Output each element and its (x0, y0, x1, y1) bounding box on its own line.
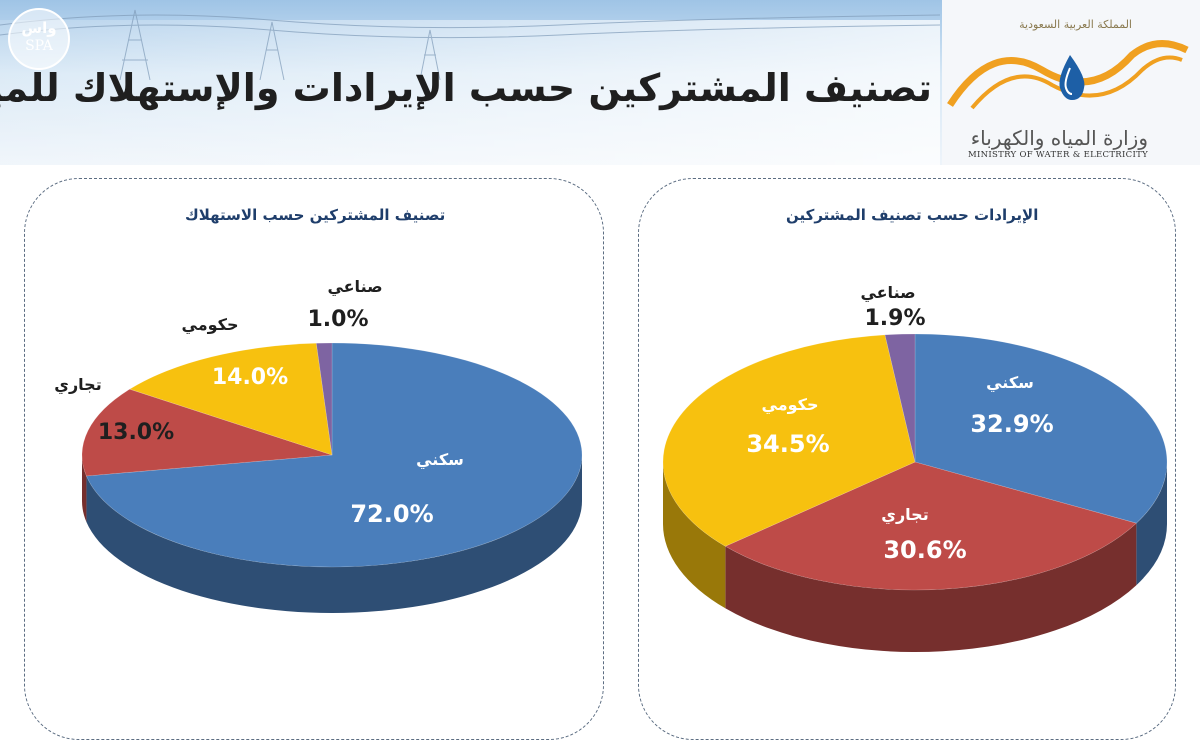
slice-value-residential: 72.0% (350, 500, 433, 528)
pie-chart-consumption: سكني 72.0% تجاري 13.0% حكومي 14.0% صناعي 1.0% (54, 277, 583, 613)
header-band (0, 20, 940, 165)
slice-value-government: 34.5% (746, 430, 829, 458)
slice-label-residential: سكني (986, 373, 1034, 393)
power-lines-graphic (0, 9, 940, 80)
pie-slice-commercial (81, 388, 333, 477)
slice-label-government: حكومي (762, 395, 819, 415)
pie-slice-residential (85, 342, 583, 568)
revenue-chart-panel (638, 178, 1176, 740)
pie-slice-commercial (724, 461, 1137, 591)
slice-label-commercial: تجاري (881, 505, 928, 525)
spa-logo-english: SPA (25, 38, 53, 54)
spa-logo-arabic: واس (21, 19, 57, 37)
revenue-chart-title: الإيرادات حسب تصنيف المشتركين (786, 206, 1039, 224)
water-drop-icon (947, 40, 1189, 110)
slice-label-government: حكومي (182, 315, 239, 335)
pie-side-commercial (82, 455, 87, 522)
pie-slice-industrial (315, 342, 333, 456)
slice-label-industrial: صناعي (860, 283, 915, 303)
consumption-chart-panel (24, 178, 604, 740)
slice-value-commercial: 30.6% (883, 536, 966, 564)
slice-label-residential: سكني (416, 450, 464, 470)
pie-side-residential (86, 455, 582, 613)
consumption-chart-title: تصنيف المشتركين حسب الاستهلاك (185, 206, 446, 224)
pie-side-government (663, 462, 726, 609)
slice-value-industrial: 1.0% (307, 307, 368, 332)
page-title: تصنيف المشتركين حسب الإيرادات والإستهلاك… (0, 66, 932, 110)
slice-value-residential: 32.9% (970, 410, 1053, 438)
slice-label-commercial: تجاري (54, 375, 101, 395)
pie-side-commercial (725, 523, 1137, 652)
spa-logo: واس SPA (8, 8, 70, 70)
ministry-logo: المملكة العربية السعودية وزارة المياه وا… (942, 0, 1200, 165)
pie-slice-residential (914, 333, 1168, 524)
pie-slice-government (129, 342, 333, 456)
logo-ministry-arabic: وزارة المياه والكهرباء (970, 126, 1148, 150)
logo-ministry-english: MINISTRY OF WATER & ELECTRICITY (967, 150, 1148, 160)
logo-kingdom-text: المملكة العربية السعودية (1019, 18, 1132, 31)
pie-slice-government (662, 334, 916, 547)
pie-side-residential (1136, 462, 1167, 586)
header-banner: واس SPA تصنيف المشتركين حسب الإيرادات وا… (0, 0, 1200, 165)
slice-value-industrial: 1.9% (864, 306, 925, 331)
pie-slice-industrial (884, 333, 916, 463)
slice-value-commercial: 13.0% (98, 420, 174, 445)
slice-label-industrial: صناعي (327, 277, 382, 297)
pie-chart-revenue: سكني 32.9% تجاري 30.6% حكومي 34.5% صناعي 1.9% (662, 283, 1168, 652)
slice-value-government: 14.0% (212, 365, 288, 390)
